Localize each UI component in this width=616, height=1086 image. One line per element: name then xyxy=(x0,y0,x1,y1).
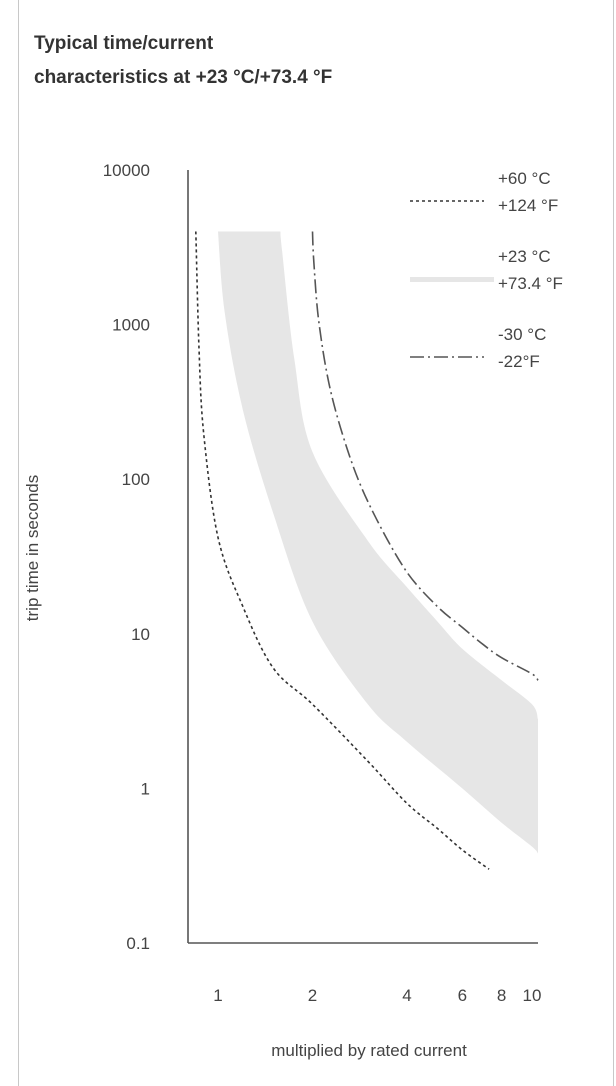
y-axis-label: trip time in seconds xyxy=(23,475,42,621)
legend-label: +23 °C xyxy=(498,247,551,266)
x-tick-label: 2 xyxy=(308,986,317,1005)
y-tick-label: 1000 xyxy=(112,316,150,335)
x-tick-label: 8 xyxy=(497,986,506,1005)
series-line-0 xyxy=(195,231,490,870)
legend-label: +73.4 °F xyxy=(498,274,563,293)
legend-label: +124 °F xyxy=(498,196,558,215)
legend-label: -22°F xyxy=(498,352,540,371)
axes-layer xyxy=(187,170,538,944)
y-tick-label: 1 xyxy=(141,779,150,798)
y-tick-label: 10 xyxy=(131,625,150,644)
legend: +60 °C +124 °F +23 °C +73.4 °F -30 °C -22°F xyxy=(410,169,563,371)
x-axis-label: multiplied by rated current xyxy=(271,1041,467,1060)
legend-label: +60 °C xyxy=(498,169,551,188)
chart-title-line-2: characteristics at +23 °C/+73.4 °F xyxy=(34,67,333,88)
tick-label-layer: 0.1 1 10 100 1000 10000 1 2 4 6 8 10 xyxy=(103,161,542,1005)
legend-label: -30 °C xyxy=(498,325,546,344)
x-tick-label: 10 xyxy=(523,986,542,1005)
chart-frame xyxy=(18,0,614,1086)
y-tick-label: 10000 xyxy=(103,161,150,180)
x-tick-label: 6 xyxy=(458,986,467,1005)
x-tick-label: 1 xyxy=(213,986,222,1005)
y-tick-label: 0.1 xyxy=(126,934,150,953)
chart-title-line-1: Typical time/current xyxy=(34,33,214,54)
legend-swatch-band xyxy=(410,277,494,282)
series-band-1 xyxy=(218,231,538,854)
x-tick-label: 4 xyxy=(402,986,411,1005)
series-line-2 xyxy=(311,231,539,681)
y-tick-label: 100 xyxy=(122,470,150,489)
band-layer xyxy=(218,231,538,854)
series-layer xyxy=(195,231,539,870)
